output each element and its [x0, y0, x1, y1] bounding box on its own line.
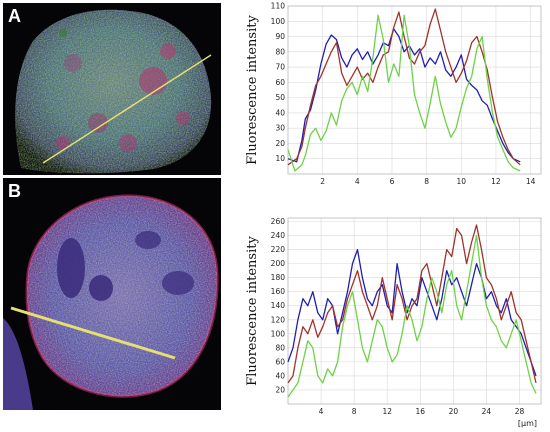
panel-letter-b: B: [8, 181, 21, 201]
y-tick-label: 70: [275, 63, 285, 72]
series-line-3: [287, 14, 521, 172]
x-tick-label: 8: [352, 407, 357, 416]
x-tick-label: 16: [416, 407, 426, 416]
x-tick-label: 2: [320, 177, 325, 186]
plot-frame: [287, 5, 542, 175]
y-tick-label: 110: [271, 2, 286, 11]
y-tick-label: 100: [271, 329, 286, 338]
y-tick-label: 200: [271, 259, 286, 268]
y-tick-label: 30: [275, 124, 285, 133]
panel-letter-a: A: [8, 6, 21, 26]
y-tick-label: 180: [271, 273, 286, 282]
micrograph-b-image: [3, 178, 221, 410]
y-tick-label: 20: [275, 139, 285, 148]
x-tick-label: 4: [355, 177, 360, 186]
y-tick-label: 120: [271, 315, 286, 324]
x-tick-label: 14: [526, 177, 536, 186]
x-tick-label: 12: [382, 407, 392, 416]
y-tick-label: 20: [275, 385, 285, 394]
line-chart-a: 10 20 30 40 50 60 70 80 90 100 110 2 4 6 8 10 12 14 Fluore…: [245, 2, 542, 186]
y-tick-label: 260: [271, 217, 286, 226]
y-tick-label: 90: [275, 32, 285, 41]
y-tick-label: 240: [271, 231, 286, 240]
y-tick-label: 100: [271, 17, 286, 26]
series-line-2: [287, 8, 521, 166]
y-tick-label: 60: [275, 357, 285, 366]
series-line-3: [287, 234, 537, 398]
x-tick-label: 10: [457, 177, 467, 186]
x-tick-label: 20: [449, 407, 459, 416]
line-chart-b: 20 40 60 80 100 120 140 160 180 200 220 240 260 4 8 12 1…: [245, 217, 542, 428]
series-line-2: [287, 224, 537, 384]
line-scan-b: [10, 306, 176, 360]
y-axis-label: Fluorescence intensity: [245, 15, 260, 165]
y-tick-label: 220: [271, 245, 286, 254]
y-tick-label: 160: [271, 287, 286, 296]
micrograph-panel-a: A: [3, 3, 221, 175]
series-line-1: [287, 248, 537, 377]
micrograph-a-image: [3, 3, 221, 175]
x-tick-label: 8: [424, 177, 429, 186]
y-axis-label: Fluorescence intensity: [245, 236, 260, 386]
y-tick-label: 60: [275, 78, 285, 87]
y-tick-label: 50: [275, 93, 285, 102]
series-line-1: [287, 28, 521, 163]
micrograph-panel-b: B: [3, 178, 221, 410]
y-tick-label: 40: [275, 108, 285, 117]
x-tick-label: 6: [390, 177, 395, 186]
y-tick-label: 80: [275, 47, 285, 56]
x-tick-label: 12: [491, 177, 501, 186]
x-tick-label: 4: [319, 407, 324, 416]
x-tick-label: 28: [515, 407, 525, 416]
y-tick-label: 140: [271, 301, 286, 310]
x-axis-label: [µm]: [518, 419, 537, 428]
y-tick-label: 10: [275, 154, 285, 163]
line-scan-a: [42, 54, 212, 164]
x-tick-label: 24: [482, 407, 492, 416]
plot-frame: [287, 217, 542, 405]
y-tick-label: 80: [275, 343, 285, 352]
y-tick-label: 40: [275, 371, 285, 380]
